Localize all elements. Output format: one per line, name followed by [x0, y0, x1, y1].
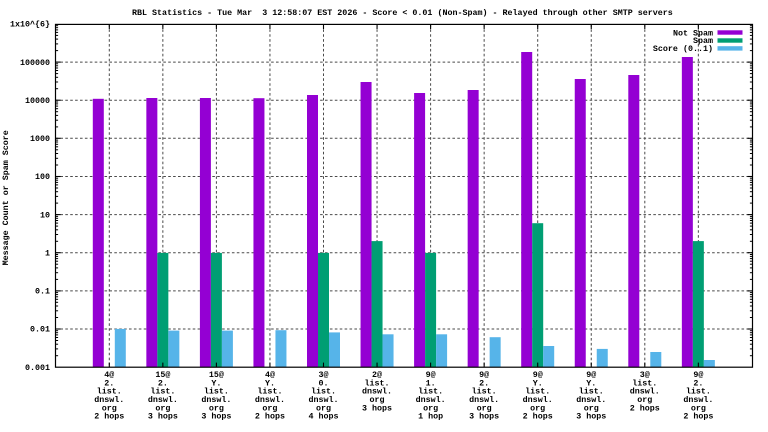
- svg-text:dnswl.: dnswl.: [148, 395, 178, 405]
- svg-text:org: org: [102, 403, 117, 413]
- svg-text:1: 1: [45, 248, 50, 258]
- svg-text:3 hops: 3 hops: [148, 412, 178, 422]
- svg-text:dnswl.: dnswl.: [630, 387, 660, 397]
- svg-text:Spam: Spam: [693, 36, 713, 46]
- svg-text:2.: 2.: [158, 378, 168, 388]
- svg-text:list.: list.: [472, 387, 497, 397]
- svg-text:0.01: 0.01: [30, 325, 50, 335]
- svg-text:15@: 15@: [155, 370, 170, 380]
- svg-text:10: 10: [40, 210, 50, 220]
- svg-text:dnswl.: dnswl.: [362, 387, 392, 397]
- svg-text:list.: list.: [257, 387, 282, 397]
- svg-text:2 hops: 2 hops: [683, 412, 713, 422]
- svg-text:2 hops: 2 hops: [630, 403, 660, 413]
- svg-text:2 hops: 2 hops: [94, 412, 124, 422]
- svg-text:1x10^{6}: 1x10^{6}: [10, 20, 50, 30]
- svg-text:dnswl.: dnswl.: [683, 395, 713, 405]
- svg-text:9@: 9@: [533, 370, 543, 380]
- svg-text:dnswl.: dnswl.: [308, 395, 338, 405]
- svg-text:2 hops: 2 hops: [523, 412, 553, 422]
- svg-text:3 hops: 3 hops: [469, 412, 499, 422]
- svg-text:list.: list.: [97, 387, 122, 397]
- svg-text:list.: list.: [686, 387, 711, 397]
- svg-text:dnswl.: dnswl.: [94, 395, 124, 405]
- svg-text:4 hops: 4 hops: [308, 412, 338, 422]
- svg-text:list.: list.: [204, 387, 229, 397]
- svg-text:dnswl.: dnswl.: [255, 395, 285, 405]
- svg-text:org: org: [637, 395, 652, 405]
- svg-text:3 hops: 3 hops: [362, 403, 392, 413]
- svg-text:9@: 9@: [479, 370, 489, 380]
- svg-text:Y.: Y.: [586, 378, 596, 388]
- svg-text:0.: 0.: [318, 378, 328, 388]
- svg-text:3 hops: 3 hops: [576, 412, 606, 422]
- svg-text:org: org: [155, 403, 170, 413]
- svg-text:dnswl.: dnswl.: [523, 395, 553, 405]
- svg-text:1.: 1.: [426, 378, 436, 388]
- svg-text:list.: list.: [150, 387, 175, 397]
- svg-text:9@: 9@: [426, 370, 436, 380]
- svg-text:Y.: Y.: [265, 378, 275, 388]
- svg-text:org: org: [530, 403, 545, 413]
- svg-text:list.: list.: [632, 378, 657, 388]
- svg-text:Score (0..1): Score (0..1): [653, 44, 713, 54]
- svg-text:0.001: 0.001: [25, 363, 50, 373]
- svg-text:9@: 9@: [586, 370, 596, 380]
- svg-text:list.: list.: [418, 387, 443, 397]
- svg-text:list.: list.: [579, 387, 604, 397]
- svg-text:3 hops: 3 hops: [201, 412, 231, 422]
- svg-text:dnswl.: dnswl.: [201, 395, 231, 405]
- svg-text:3@: 3@: [318, 370, 328, 380]
- svg-text:Message Count or Spam Score: Message Count or Spam Score: [1, 130, 11, 265]
- svg-text:2.: 2.: [479, 378, 489, 388]
- svg-text:org: org: [584, 403, 599, 413]
- svg-text:3@: 3@: [640, 370, 650, 380]
- svg-text:list.: list.: [311, 387, 336, 397]
- svg-text:org: org: [316, 403, 331, 413]
- svg-text:dnswl.: dnswl.: [416, 395, 446, 405]
- svg-text:100: 100: [35, 172, 50, 182]
- svg-text:2.: 2.: [693, 378, 703, 388]
- svg-text:2 hops: 2 hops: [255, 412, 285, 422]
- svg-text:org: org: [423, 403, 438, 413]
- svg-text:1000: 1000: [30, 134, 50, 144]
- svg-text:list.: list.: [525, 387, 550, 397]
- svg-text:15@: 15@: [209, 370, 224, 380]
- svg-text:dnswl.: dnswl.: [469, 395, 499, 405]
- svg-text:4@: 4@: [104, 370, 114, 380]
- svg-text:10000: 10000: [25, 96, 50, 106]
- svg-text:dnswl.: dnswl.: [576, 395, 606, 405]
- svg-text:org: org: [209, 403, 224, 413]
- svg-text:list.: list.: [365, 378, 390, 388]
- svg-text:RBL Statistics - Tue Mar 3 12: RBL Statistics - Tue Mar 3 12:58:07 EST …: [132, 8, 673, 18]
- svg-text:4@: 4@: [265, 370, 275, 380]
- svg-text:Not Spam: Not Spam: [673, 28, 713, 38]
- svg-text:org: org: [370, 395, 385, 405]
- svg-text:9@: 9@: [693, 370, 703, 380]
- svg-text:org: org: [262, 403, 277, 413]
- svg-text:org: org: [691, 403, 706, 413]
- svg-text:Y.: Y.: [211, 378, 221, 388]
- svg-text:2@: 2@: [372, 370, 382, 380]
- svg-text:org: org: [477, 403, 492, 413]
- svg-text:2.: 2.: [104, 378, 114, 388]
- svg-text:Y.: Y.: [533, 378, 543, 388]
- svg-text:100000: 100000: [20, 58, 50, 68]
- svg-text:0.1: 0.1: [35, 287, 50, 297]
- svg-text:1 hop: 1 hop: [418, 412, 443, 422]
